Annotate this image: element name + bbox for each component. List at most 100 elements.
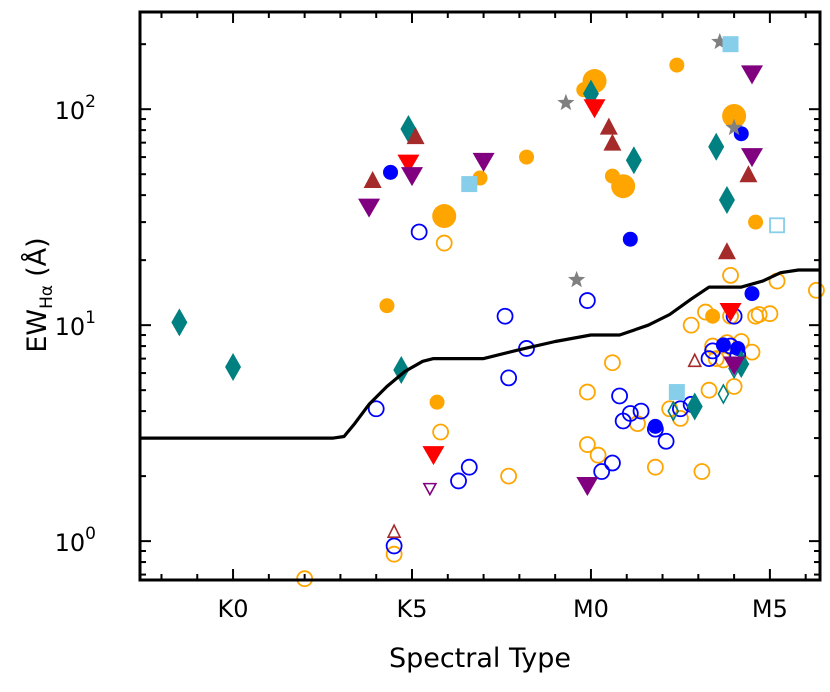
- blue-open-circle-marker: [621, 405, 639, 422]
- purple-triangle-down-marker: [576, 476, 599, 496]
- orange-open-circle-marker: [761, 305, 779, 323]
- y-tick-label-base: 10: [55, 313, 86, 341]
- y-axis-label-unit: (Å): [21, 237, 53, 277]
- teal-open-diamond-marker: [667, 400, 680, 422]
- skyblue-square-marker: [722, 36, 739, 53]
- brown-triangle-up-marker: [717, 242, 736, 260]
- orange-open-circle-marker: [500, 467, 518, 485]
- blue-open-circle-marker: [604, 454, 621, 472]
- gray-star-marker: [568, 270, 586, 288]
- y-tick-label: 102: [55, 92, 96, 125]
- purple-triangle-down-marker: [358, 198, 381, 218]
- blue-open-circle-marker: [672, 400, 689, 418]
- purple-triangle-down-marker: [723, 356, 746, 376]
- skyblue-square-marker: [668, 384, 685, 401]
- y-tick-label-exponent: 0: [85, 524, 96, 544]
- red-triangle-down-marker: [583, 99, 606, 119]
- y-axis-label-main: EW: [22, 309, 53, 353]
- x-tick-label: K0: [218, 595, 249, 623]
- orange-open-circle-marker: [808, 281, 825, 299]
- orange-circle-marker: [748, 214, 764, 230]
- blue-open-circle-marker: [410, 223, 428, 241]
- blue-open-circle-marker: [578, 292, 596, 309]
- blue-open-circle-marker: [450, 472, 467, 490]
- purple-triangle-down-marker: [741, 65, 763, 85]
- y-tick-label-base: 10: [55, 529, 86, 557]
- y-tick-label-exponent: 2: [85, 92, 96, 112]
- blue-open-circle-marker: [646, 420, 664, 438]
- orange-open-circle-marker: [750, 306, 768, 323]
- orange-open-circle-marker: [604, 354, 621, 372]
- red-triangle-down-marker: [719, 303, 742, 323]
- orange-circle-marker: [379, 298, 395, 314]
- blue-open-circle-marker: [496, 307, 514, 325]
- orange-open-circle-marker: [578, 383, 596, 401]
- orange-circle-marker: [429, 394, 445, 410]
- blue-open-circle-marker: [700, 350, 718, 368]
- threshold-curve-layer: [140, 268, 820, 440]
- detection-threshold-curve: [140, 268, 820, 440]
- teal-open-diamond-marker: [717, 383, 730, 405]
- orange-open-circle-marker: [693, 463, 711, 480]
- blue-open-circle-marker: [385, 537, 403, 555]
- teal-diamond-marker: [171, 308, 188, 337]
- purple-open-triangle-down-marker: [422, 482, 438, 497]
- orange-open-circle-marker: [578, 436, 596, 453]
- blue-open-circle-marker: [367, 400, 385, 418]
- orange-circle-marker: [604, 168, 620, 184]
- teal-diamond-marker: [225, 353, 242, 382]
- orange-large-circle-marker: [722, 103, 747, 128]
- y-tick-label-exponent: 1: [85, 308, 96, 328]
- gray-star-marker: [725, 118, 743, 136]
- orange-open-circle-marker: [722, 266, 739, 284]
- brown-triangle-up-marker: [363, 171, 382, 189]
- blue-open-circle-marker: [704, 342, 722, 360]
- orange-circle-marker: [669, 57, 685, 73]
- teal-diamond-marker: [686, 392, 703, 421]
- teal-diamond-marker: [625, 146, 642, 175]
- brown-triangle-up-marker: [599, 117, 618, 135]
- x-axis-label: Spectral Type: [389, 643, 571, 674]
- plot-frame: [138, 10, 822, 582]
- teal-diamond-marker: [708, 132, 725, 161]
- orange-open-circle-marker: [700, 381, 718, 399]
- orange-circle-marker: [519, 149, 535, 165]
- brown-triangle-up-marker: [739, 165, 758, 183]
- x-tick-label: M5: [752, 595, 788, 623]
- blue-circle-marker: [622, 231, 638, 247]
- axis-ticks: [140, 12, 820, 580]
- brown-open-triangle-up-marker: [687, 352, 703, 368]
- purple-triangle-down-marker: [741, 148, 763, 168]
- red-triangle-down-marker: [397, 154, 420, 174]
- purple-triangle-down-marker: [401, 167, 423, 187]
- orange-open-circle-marker: [697, 303, 714, 321]
- x-tick-labels: K0 K5 M0 M5: [218, 595, 788, 623]
- blue-open-circle-marker: [632, 402, 650, 420]
- y-tick-label-base: 10: [55, 97, 86, 125]
- orange-open-circle-marker: [589, 446, 607, 464]
- purple-triangle-down-marker: [472, 152, 495, 172]
- blue-open-circle-marker: [611, 387, 628, 405]
- skyblue-square-marker: [461, 176, 478, 193]
- y-tick-label: 101: [55, 308, 96, 341]
- red-triangle-down-marker: [422, 446, 445, 466]
- brown-triangle-up-marker: [406, 127, 425, 145]
- blue-circle-marker: [744, 286, 760, 302]
- blue-open-circle-marker: [500, 369, 518, 387]
- orange-open-circle-marker: [707, 350, 725, 368]
- brown-triangle-up-marker: [603, 133, 622, 151]
- orange-open-circle-marker: [435, 234, 453, 252]
- orange-large-circle-marker: [432, 204, 457, 229]
- blue-open-circle-marker: [460, 458, 478, 476]
- gray-star-marker: [711, 32, 729, 50]
- gray-star-marker: [557, 93, 575, 111]
- x-tick-label: M0: [573, 595, 609, 623]
- data-marks: [171, 32, 825, 588]
- blue-open-circle-marker: [593, 463, 611, 480]
- blue-open-circle-marker: [657, 432, 675, 450]
- orange-open-circle-marker: [682, 316, 700, 334]
- brown-open-triangle-up-marker: [386, 523, 402, 538]
